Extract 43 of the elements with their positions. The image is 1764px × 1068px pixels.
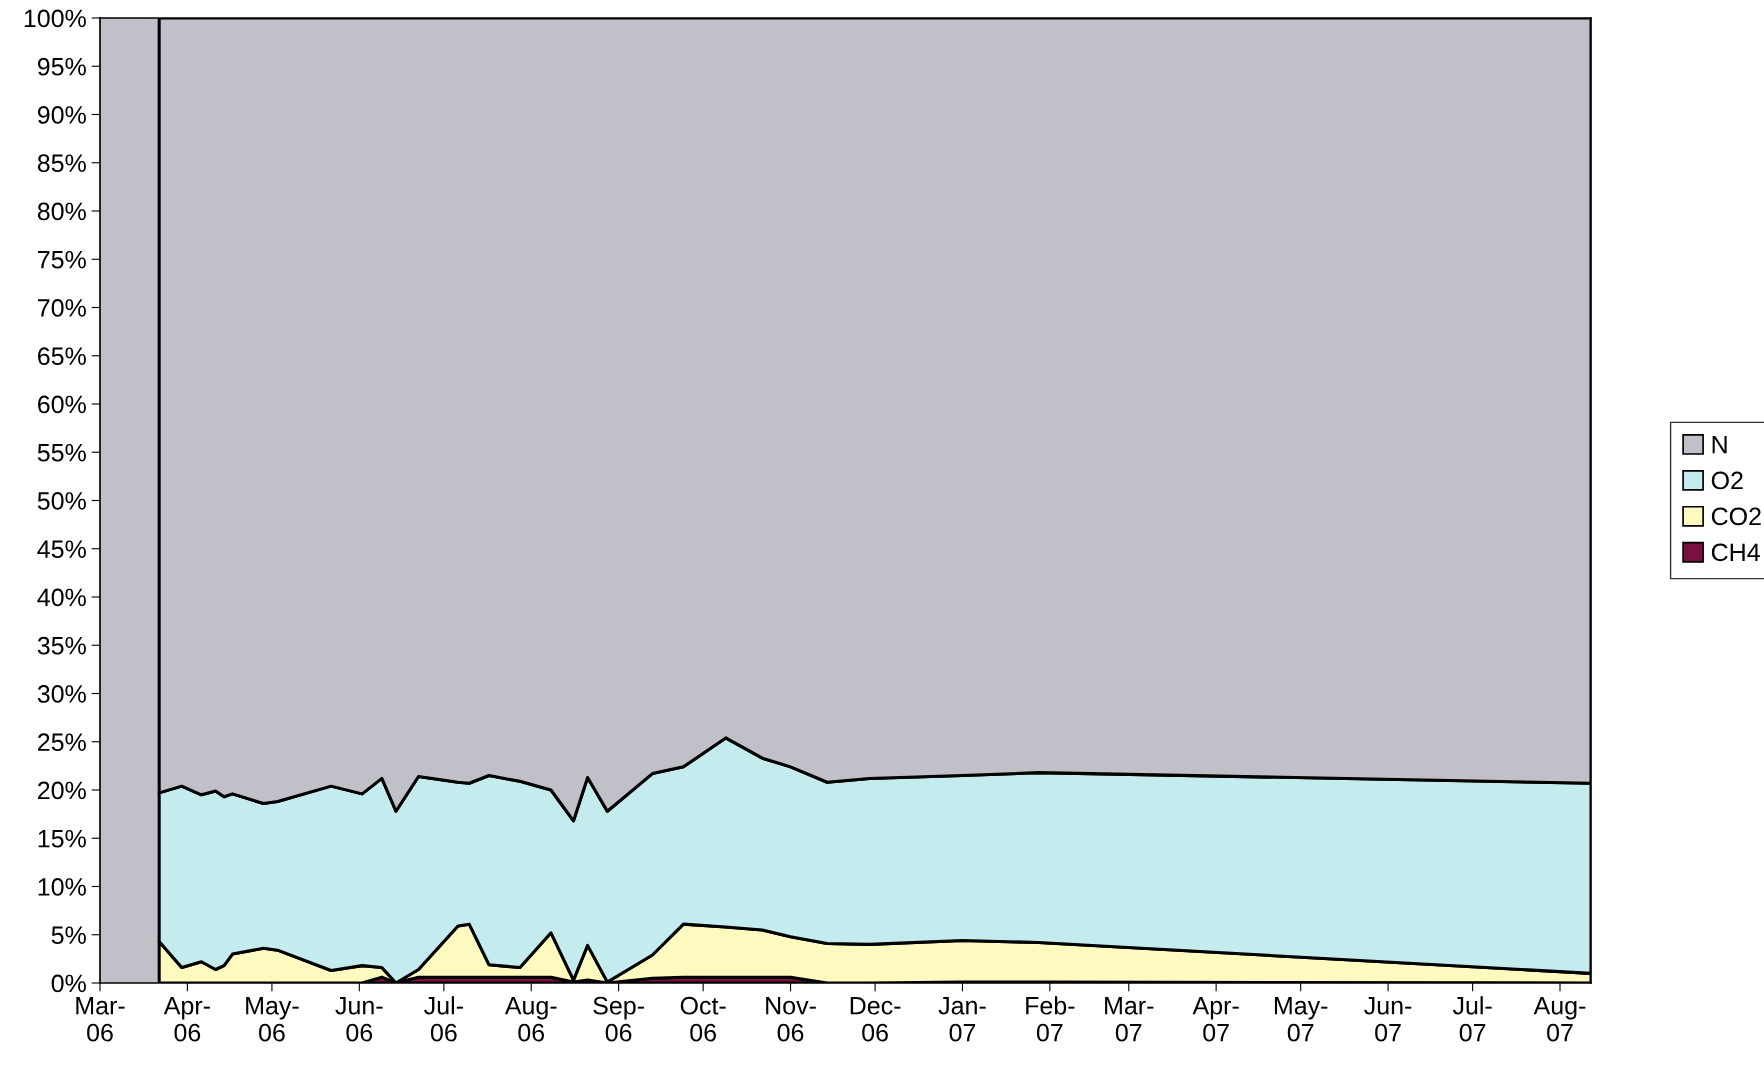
legend-label: O2 bbox=[1711, 471, 1743, 490]
x-tick-label: May- 07 bbox=[1274, 997, 1328, 1042]
y-tick-label: 5% bbox=[51, 926, 86, 945]
x-tick-label: Mar- 07 bbox=[1105, 997, 1154, 1042]
x-tick-label: Sep- 06 bbox=[593, 996, 644, 1042]
x-tick-label: Apr- 06 bbox=[163, 997, 210, 1042]
x-tick-label: Jan- 07 bbox=[938, 997, 986, 1042]
x-tick-label: Feb- 07 bbox=[1026, 996, 1075, 1042]
x-tick-label: Jun- 06 bbox=[335, 997, 383, 1042]
x-tick-label: Aug- 07 bbox=[1533, 997, 1586, 1042]
y-tick-label: 75% bbox=[38, 250, 86, 269]
x-tick-label: May- 06 bbox=[246, 997, 299, 1042]
legend-label: CH4 bbox=[1711, 543, 1760, 562]
x-tick-label: Oct- 06 bbox=[680, 996, 726, 1042]
y-tick-label: 0% bbox=[51, 974, 86, 993]
y-tick-label: 70% bbox=[38, 299, 86, 317]
y-tick-label: 25% bbox=[38, 733, 86, 752]
y-tick-label: 15% bbox=[38, 829, 86, 848]
x-tick-label: Nov- 06 bbox=[766, 997, 816, 1042]
y-tick-label: 35% bbox=[37, 636, 86, 655]
x-tick-label: Mar- 06 bbox=[76, 997, 125, 1042]
x-tick-label: Aug- 06 bbox=[504, 997, 557, 1042]
y-tick-label: 45% bbox=[37, 540, 86, 559]
y-tick-label: 10% bbox=[38, 878, 86, 896]
x-tick-label: Jul- 06 bbox=[424, 996, 463, 1042]
y-tick-label: 20% bbox=[38, 781, 86, 800]
y-tick-label: 30% bbox=[37, 685, 86, 703]
y-tick-label: 100% bbox=[24, 9, 86, 28]
y-tick-label: 65% bbox=[38, 347, 86, 366]
y-tick-label: 80% bbox=[37, 202, 86, 221]
y-tick-label: 50% bbox=[37, 492, 86, 510]
y-tick-label: 85% bbox=[37, 154, 86, 173]
y-tick-label: 90% bbox=[37, 106, 86, 124]
y-tick-label: 55% bbox=[37, 443, 86, 462]
y-tick-label: 40% bbox=[37, 588, 86, 607]
legend-label: N bbox=[1712, 435, 1727, 454]
y-tick-label: 95% bbox=[37, 57, 86, 76]
legend-label: CO2 bbox=[1711, 507, 1761, 526]
x-tick-label: Jun- 07 bbox=[1364, 997, 1412, 1042]
x-tick-label: Dec- 06 bbox=[850, 997, 901, 1042]
x-tick-label: Apr- 07 bbox=[1192, 997, 1239, 1042]
y-tick-label: 60% bbox=[38, 395, 86, 414]
x-tick-label: Jul- 07 bbox=[1452, 996, 1492, 1042]
